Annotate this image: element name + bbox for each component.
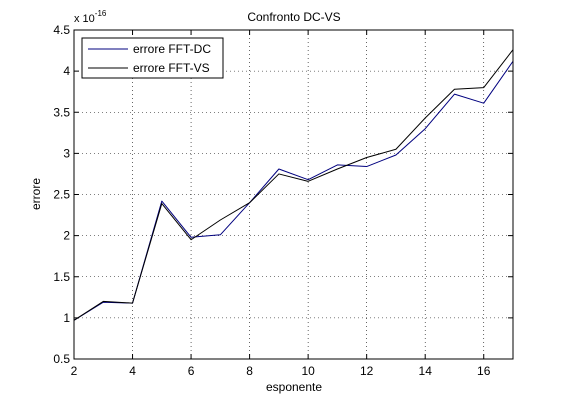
x-tick-label: 14 bbox=[419, 364, 433, 378]
y-tick-label: 2 bbox=[63, 229, 70, 243]
plot-area bbox=[74, 30, 513, 359]
series-group bbox=[73, 49, 514, 321]
exponent-label: x 10-16 bbox=[74, 9, 107, 25]
x-axis-label: esponente bbox=[266, 380, 322, 394]
legend-label-fft-dc: errore FFT-DC bbox=[133, 42, 211, 56]
y-tick-label: 0.5 bbox=[53, 352, 70, 366]
x-tick-label: 10 bbox=[301, 364, 315, 378]
ticks: 2 4 6 8 10 12 14 16 0.5 1 1.5 2 2.5 3 3.5 4 4.5 bbox=[53, 23, 513, 378]
y-tick-label: 2.5 bbox=[53, 188, 70, 202]
x-tick-label: 16 bbox=[477, 364, 491, 378]
y-tick-label: 1.5 bbox=[53, 270, 70, 284]
y-tick-label: 4 bbox=[63, 64, 70, 78]
chart-title: Confronto DC-VS bbox=[247, 10, 340, 24]
series-line-fft-vs bbox=[73, 49, 514, 321]
x-tick-label: 2 bbox=[71, 364, 78, 378]
y-axis-label: errore bbox=[29, 178, 43, 210]
y-tick-label: 4.5 bbox=[53, 23, 70, 37]
y-tick-label: 1 bbox=[63, 311, 70, 325]
legend-box bbox=[81, 37, 224, 79]
y-tick-label: 3 bbox=[63, 146, 70, 160]
grid bbox=[74, 30, 513, 359]
exponent-power: -16 bbox=[95, 9, 107, 18]
y-tick-label: 3.5 bbox=[53, 105, 70, 119]
exponent-base: x 10 bbox=[74, 13, 95, 25]
legend-label-fft-vs: errore FFT-VS bbox=[133, 61, 210, 75]
legend: errore FFT-DC errore FFT-VS bbox=[81, 37, 224, 79]
x-tick-label: 6 bbox=[188, 364, 195, 378]
x-tick-label: 12 bbox=[360, 364, 374, 378]
x-tick-label: 8 bbox=[246, 364, 253, 378]
x-tick-label: 4 bbox=[129, 364, 136, 378]
